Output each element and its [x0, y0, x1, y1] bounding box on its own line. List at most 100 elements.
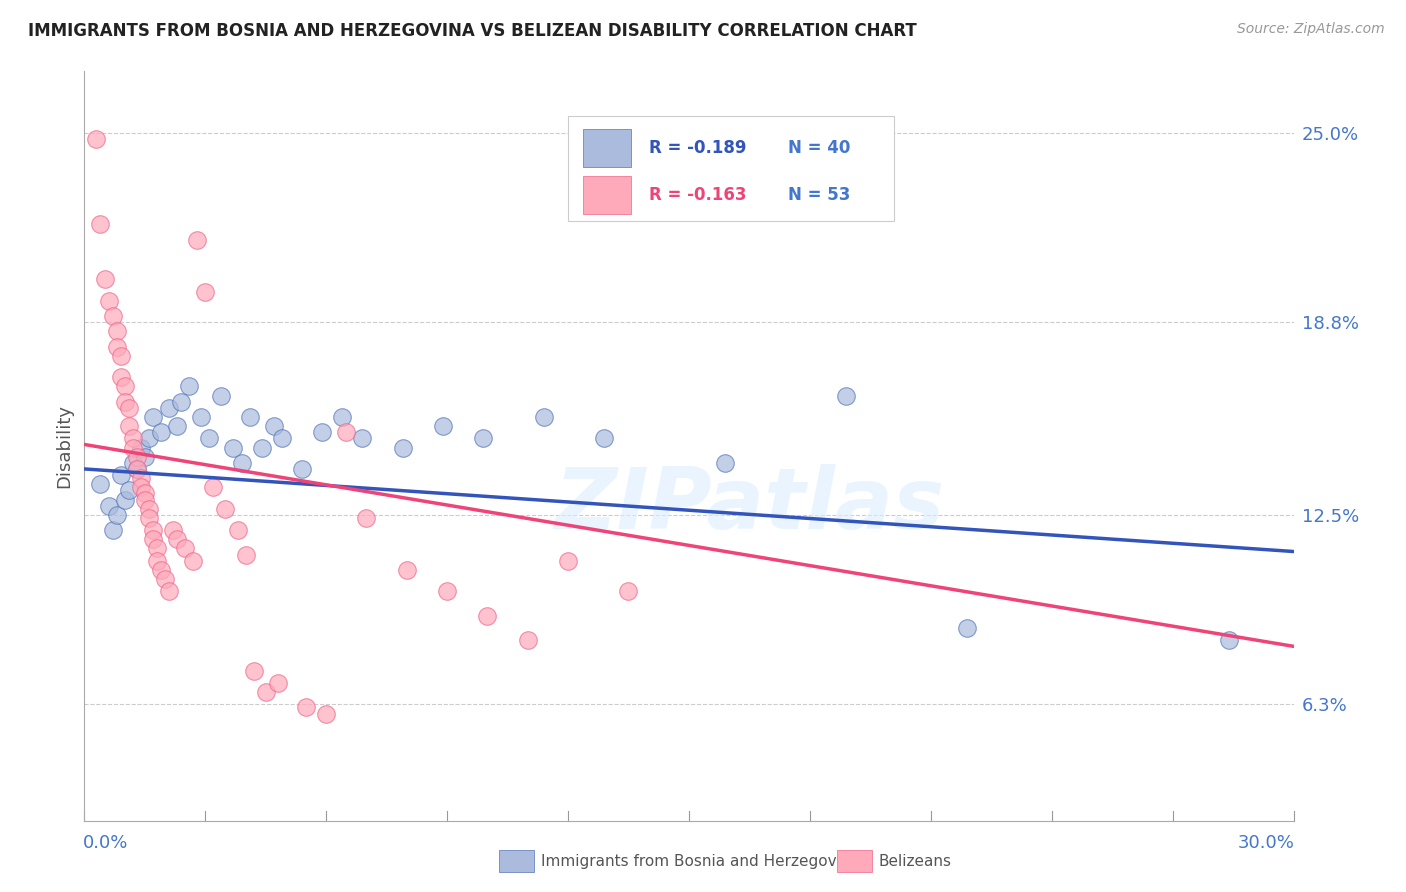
- Point: [114, 379, 136, 393]
- Point: [231, 456, 253, 470]
- Point: [472, 431, 495, 445]
- Point: [395, 563, 418, 577]
- Point: [335, 425, 357, 440]
- Point: [209, 388, 232, 402]
- Point: [142, 533, 165, 547]
- Text: Belizeans: Belizeans: [879, 855, 952, 869]
- FancyBboxPatch shape: [568, 116, 894, 221]
- Point: [291, 462, 314, 476]
- Point: [477, 608, 499, 623]
- Point: [97, 499, 120, 513]
- Point: [149, 563, 172, 577]
- Point: [105, 324, 128, 338]
- Point: [202, 480, 225, 494]
- Point: [125, 462, 148, 476]
- Point: [270, 431, 292, 445]
- Point: [181, 554, 204, 568]
- Point: [295, 700, 318, 714]
- FancyBboxPatch shape: [582, 129, 631, 167]
- Point: [186, 233, 208, 247]
- Point: [129, 471, 152, 485]
- Point: [129, 480, 152, 494]
- Point: [254, 685, 277, 699]
- Point: [391, 441, 413, 455]
- Point: [121, 431, 143, 445]
- Point: [93, 272, 115, 286]
- Point: [129, 441, 152, 455]
- Point: [125, 462, 148, 476]
- Point: [239, 409, 262, 424]
- Point: [956, 621, 979, 635]
- Text: N = 53: N = 53: [789, 186, 851, 204]
- Point: [142, 409, 165, 424]
- Point: [121, 441, 143, 455]
- Point: [118, 419, 141, 434]
- Point: [235, 548, 257, 562]
- Point: [242, 664, 264, 678]
- Point: [267, 676, 290, 690]
- Text: N = 40: N = 40: [789, 139, 851, 157]
- Point: [194, 285, 217, 299]
- Point: [138, 431, 160, 445]
- Point: [436, 584, 458, 599]
- Point: [110, 468, 132, 483]
- Text: 0.0%: 0.0%: [83, 834, 128, 852]
- Point: [118, 401, 141, 415]
- Point: [222, 441, 245, 455]
- Point: [157, 584, 180, 599]
- Point: [533, 409, 555, 424]
- Point: [146, 541, 169, 556]
- Text: R = -0.163: R = -0.163: [650, 186, 747, 204]
- Point: [89, 477, 111, 491]
- Point: [617, 584, 640, 599]
- Point: [138, 511, 160, 525]
- Point: [250, 441, 273, 455]
- Point: [101, 523, 124, 537]
- Point: [125, 450, 148, 464]
- Point: [226, 523, 249, 537]
- Point: [170, 394, 193, 409]
- Point: [118, 483, 141, 498]
- Point: [166, 533, 188, 547]
- Point: [190, 409, 212, 424]
- Point: [105, 340, 128, 354]
- FancyBboxPatch shape: [582, 177, 631, 214]
- Point: [516, 633, 538, 648]
- Point: [134, 450, 156, 464]
- Point: [101, 309, 124, 323]
- Point: [121, 456, 143, 470]
- Point: [198, 431, 221, 445]
- Point: [134, 486, 156, 500]
- Point: [432, 419, 454, 434]
- Point: [330, 409, 353, 424]
- Point: [263, 419, 285, 434]
- Point: [138, 501, 160, 516]
- Point: [134, 492, 156, 507]
- Point: [114, 394, 136, 409]
- Point: [110, 349, 132, 363]
- Point: [86, 131, 108, 145]
- Point: [1218, 633, 1240, 648]
- Point: [593, 431, 616, 445]
- Text: IMMIGRANTS FROM BOSNIA AND HERZEGOVINA VS BELIZEAN DISABILITY CORRELATION CHART: IMMIGRANTS FROM BOSNIA AND HERZEGOVINA V…: [28, 22, 917, 40]
- Text: 30.0%: 30.0%: [1237, 834, 1295, 852]
- Y-axis label: Disability: Disability: [55, 404, 73, 488]
- Point: [105, 508, 128, 522]
- Point: [179, 379, 201, 393]
- Point: [146, 554, 169, 568]
- Point: [714, 456, 737, 470]
- Point: [166, 419, 188, 434]
- Point: [153, 572, 176, 586]
- Text: R = -0.189: R = -0.189: [650, 139, 747, 157]
- Point: [311, 425, 333, 440]
- Point: [557, 554, 579, 568]
- Point: [352, 431, 374, 445]
- Text: Immigrants from Bosnia and Herzegovina: Immigrants from Bosnia and Herzegovina: [541, 855, 860, 869]
- Point: [110, 370, 132, 384]
- Point: [89, 217, 111, 231]
- Point: [214, 501, 236, 516]
- Point: [162, 523, 184, 537]
- Point: [356, 511, 378, 525]
- Point: [174, 541, 197, 556]
- Point: [315, 706, 337, 721]
